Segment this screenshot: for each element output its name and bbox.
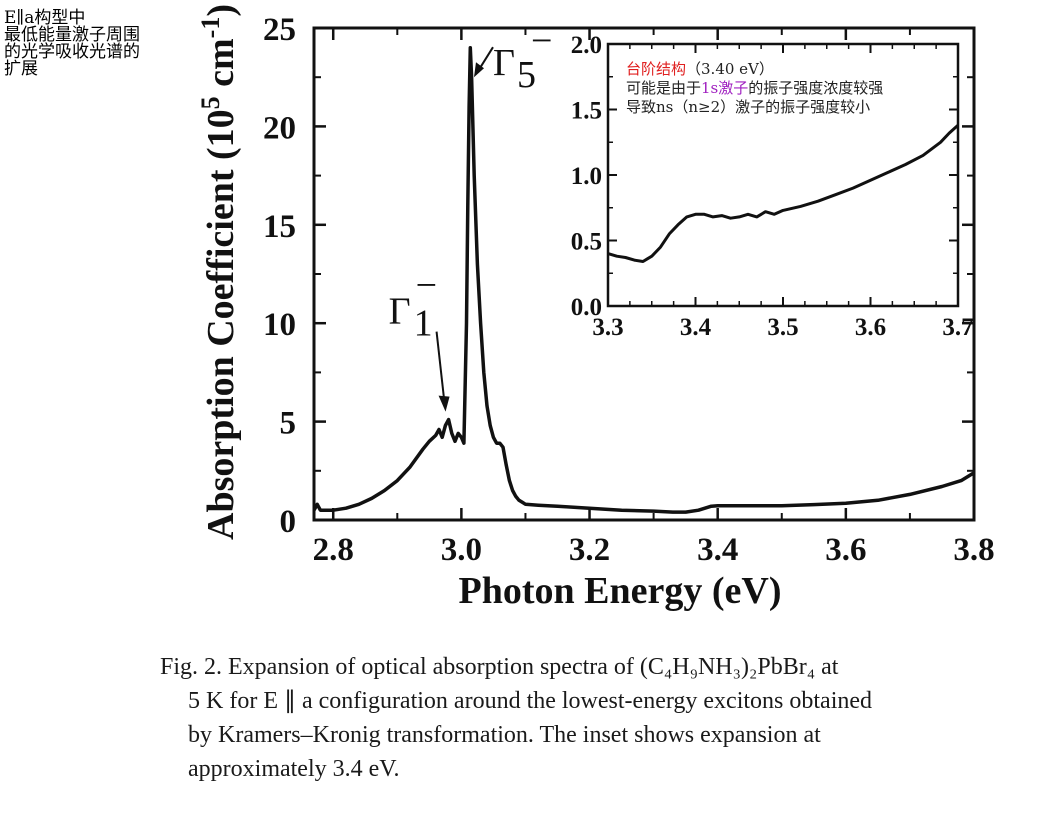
inset-note-line: 导致ns（n≥2）激子的振子强度较小 — [626, 98, 870, 116]
y-axis-title-mid: cm — [200, 38, 242, 96]
caption-line-4: approximately 3.4 eV. — [188, 756, 400, 782]
inset-note-line: 可能是由于1s激子的振子强度浓度较强 — [626, 79, 883, 97]
inset-y-tick-label: 0.0 — [571, 294, 602, 321]
y-axis-title-exp1: 5 — [196, 96, 225, 109]
inset-note-part: 台阶结构 — [626, 60, 686, 78]
inset-x-tick-label: 3.4 — [680, 314, 712, 341]
inset-y-tick-label: 0.5 — [571, 229, 602, 256]
gamma5-subscript: 5 — [517, 54, 536, 96]
inset-note-line: 台阶结构（3.40 eV） — [626, 60, 774, 78]
caption-line-3: by Kramers–Kronig transformation. The in… — [188, 722, 821, 748]
inset-note-part: （3.40 eV） — [686, 60, 774, 78]
gamma1-label: Γ — [389, 291, 411, 333]
x-tick-label: 2.8 — [313, 532, 354, 568]
figure-caption: Fig. 2. Expansion of optical absorption … — [160, 650, 996, 786]
y-axis-title-end: ) — [200, 4, 242, 17]
x-tick-label: 3.2 — [569, 532, 610, 568]
inset-note-part: 的振子强度浓度较强 — [748, 79, 883, 97]
annotation-note: E∥a构型中 最低能量激子周围 的光学吸收光谱的 扩展 — [4, 8, 140, 79]
x-tick-label: 3.8 — [953, 532, 994, 568]
y-tick-label: 20 — [263, 110, 296, 146]
gamma1-subscript: 1 — [414, 303, 433, 345]
x-tick-label: 3.6 — [825, 532, 866, 568]
inset-x-tick-label: 3.6 — [855, 314, 886, 341]
gamma1-arrow-line — [435, 331, 446, 404]
y-axis-title-exp2: -1 — [196, 17, 225, 39]
inset-tick-labels: 3.3 3.4 3.5 3.6 3.7 0.0 0.5 1.0 1.5 2.0 — [571, 32, 974, 341]
y-tick-label: 5 — [280, 406, 297, 442]
inset-note-part: 可能是由于 — [626, 79, 701, 97]
y-tick-label: 25 — [263, 12, 296, 48]
inset-y-tick-label: 1.0 — [571, 163, 602, 190]
x-tick-label: 3.4 — [697, 532, 738, 568]
inset-absorption-line — [607, 124, 960, 263]
inset-background — [608, 44, 958, 306]
caption-line-2: 5 K for E ∥ a configuration around the l… — [188, 688, 873, 714]
y-tick-label: 10 — [263, 307, 296, 343]
gamma1-arrow-head — [438, 395, 450, 412]
gamma1-superscript: − — [416, 265, 437, 307]
main-ticks — [314, 26, 976, 522]
gamma5-arrow-head — [473, 62, 484, 78]
inset-notes: 台阶结构（3.40 eV）可能是由于1s激子的振子强度浓度较强导致ns（n≥2）… — [626, 60, 883, 116]
main-absorption-line — [312, 45, 975, 514]
y-tick-label: 0 — [280, 504, 297, 540]
y-axis-title: Absorption Coefficient (105 cm-1) — [196, 4, 242, 540]
gamma5-label: Γ — [493, 42, 515, 84]
caption-line-1: Fig. 2. Expansion of optical absorption … — [160, 654, 839, 680]
gamma5-superscript: − — [531, 20, 552, 62]
inset-x-tick-label: 3.5 — [767, 314, 798, 341]
inset-note-part: 1s激子 — [701, 79, 748, 97]
inset-ticks — [607, 43, 959, 307]
x-axis-title: Photon Energy (eV) — [459, 570, 782, 612]
y-tick-label: 15 — [263, 209, 296, 245]
inset-y-tick-label: 1.5 — [571, 98, 602, 125]
inset-x-tick-label: 3.7 — [942, 314, 973, 341]
inset-x-tick-label: 3.3 — [592, 314, 623, 341]
x-tick-label: 3.0 — [441, 532, 482, 568]
inset-note-part: 导致ns（n≥2）激子的振子强度较小 — [626, 98, 870, 116]
peak-annotations: Γ 1−Γ 5− — [389, 20, 552, 412]
y-axis-title-main: Absorption Coefficient (10 — [200, 109, 242, 540]
inset-y-tick-label: 2.0 — [571, 32, 602, 59]
